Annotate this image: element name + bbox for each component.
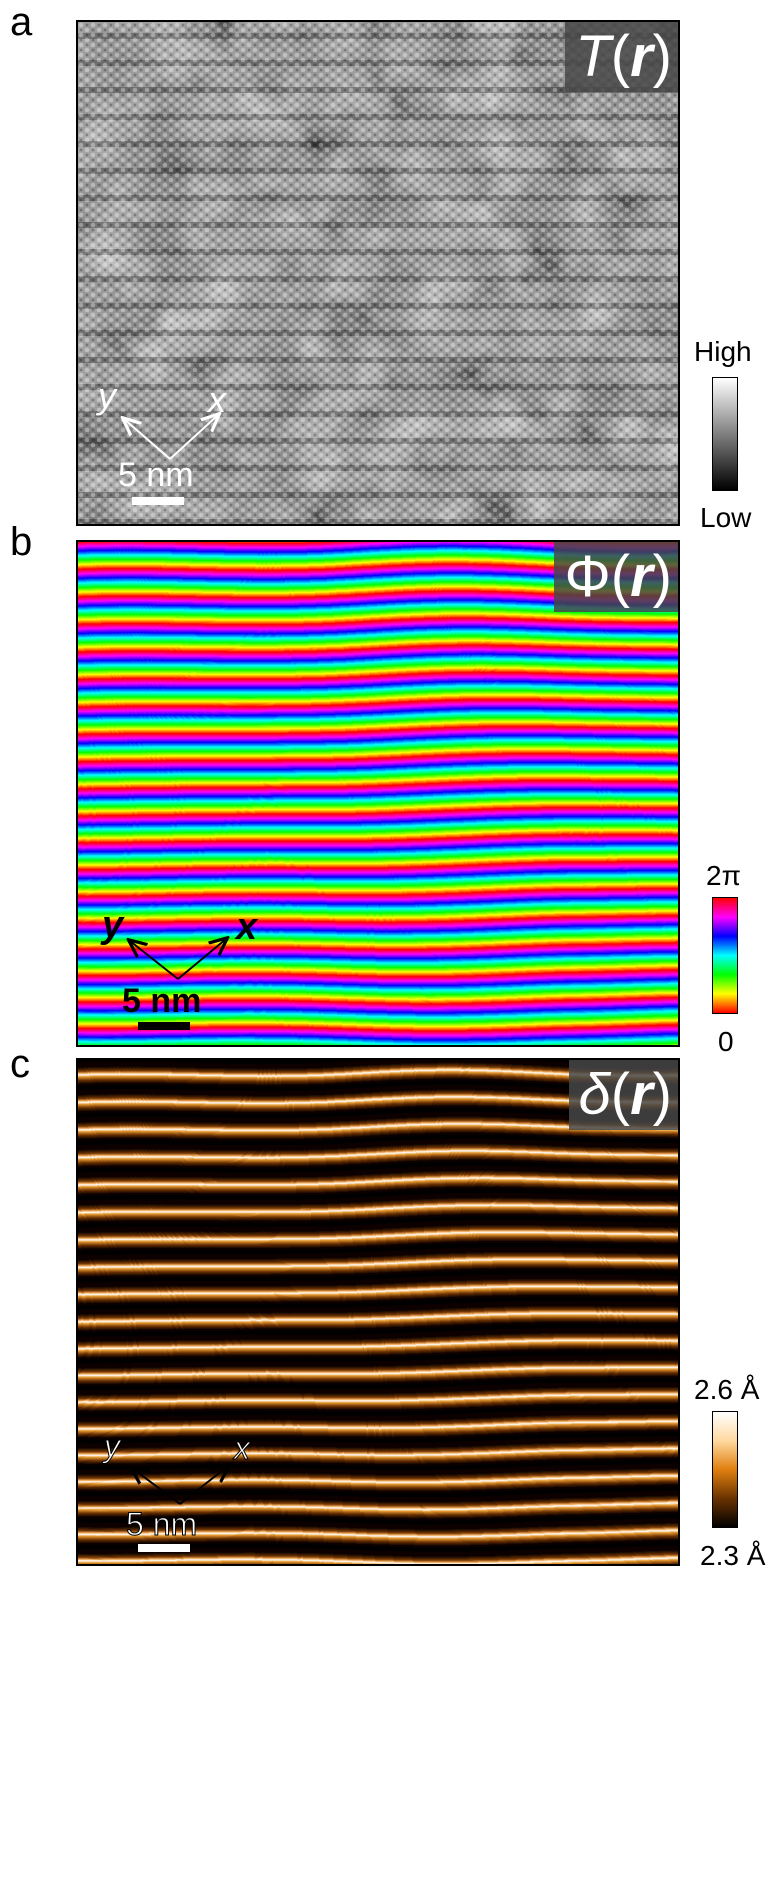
scale-bar-label: 5 nm	[122, 982, 202, 1020]
phase-image: Φ(r) y x 5 nm	[76, 540, 680, 1047]
colorbar-b	[712, 897, 738, 1014]
topography-map	[78, 22, 678, 524]
panel-letter-a: a	[10, 0, 33, 44]
y-axis-label: y	[104, 1428, 121, 1464]
title-var: r	[630, 24, 653, 89]
panel-c-title: δ(r)	[568, 1060, 678, 1130]
title-open: (	[610, 544, 631, 609]
title-close: )	[652, 544, 672, 609]
title-open: (	[610, 24, 631, 89]
topography-image: T(r) y x 5 nm	[76, 20, 680, 526]
panel-letter-c: c	[10, 1042, 30, 1086]
scale-bar-label: 5 nm	[118, 456, 194, 494]
y-axis-label: y	[102, 904, 124, 946]
title-open: (	[610, 1062, 631, 1127]
title-symbol: δ	[578, 1062, 611, 1127]
y-axis-label: y	[98, 375, 116, 416]
panel-a-title: T(r)	[565, 22, 678, 92]
scale-bar-label: 5 nm	[125, 1506, 198, 1542]
scale-bar	[138, 1544, 190, 1552]
panel-letter-b: b	[10, 520, 33, 564]
colorbar-low-label: 2.3 Å	[700, 1540, 766, 1571]
colorbar-low-label: Low	[700, 502, 752, 533]
title-symbol: Φ	[564, 544, 611, 609]
colorbar-high-label: High	[694, 336, 752, 367]
displacement-map	[78, 1060, 678, 1564]
phase-map	[78, 542, 678, 1045]
scale-bar	[138, 1022, 190, 1030]
x-axis-label: x	[234, 1430, 251, 1466]
colorbar-low-label: 0	[718, 1026, 734, 1057]
title-symbol: T	[575, 24, 611, 89]
x-axis-label: x	[236, 906, 258, 948]
title-var: r	[630, 544, 653, 609]
colorbar-high-label: 2.6 Å	[694, 1374, 760, 1405]
x-axis-label: x	[208, 379, 226, 420]
panel-b-title: Φ(r)	[554, 542, 678, 612]
colorbar-high-label: 2π	[706, 860, 741, 891]
scale-bar	[132, 497, 184, 505]
colorbar-c	[712, 1411, 738, 1528]
title-var: r	[630, 1062, 653, 1127]
title-close: )	[652, 24, 672, 89]
colorbar-a	[712, 377, 738, 491]
displacement-image: δ(r) y x 5 nm	[76, 1058, 680, 1566]
title-close: )	[652, 1062, 672, 1127]
